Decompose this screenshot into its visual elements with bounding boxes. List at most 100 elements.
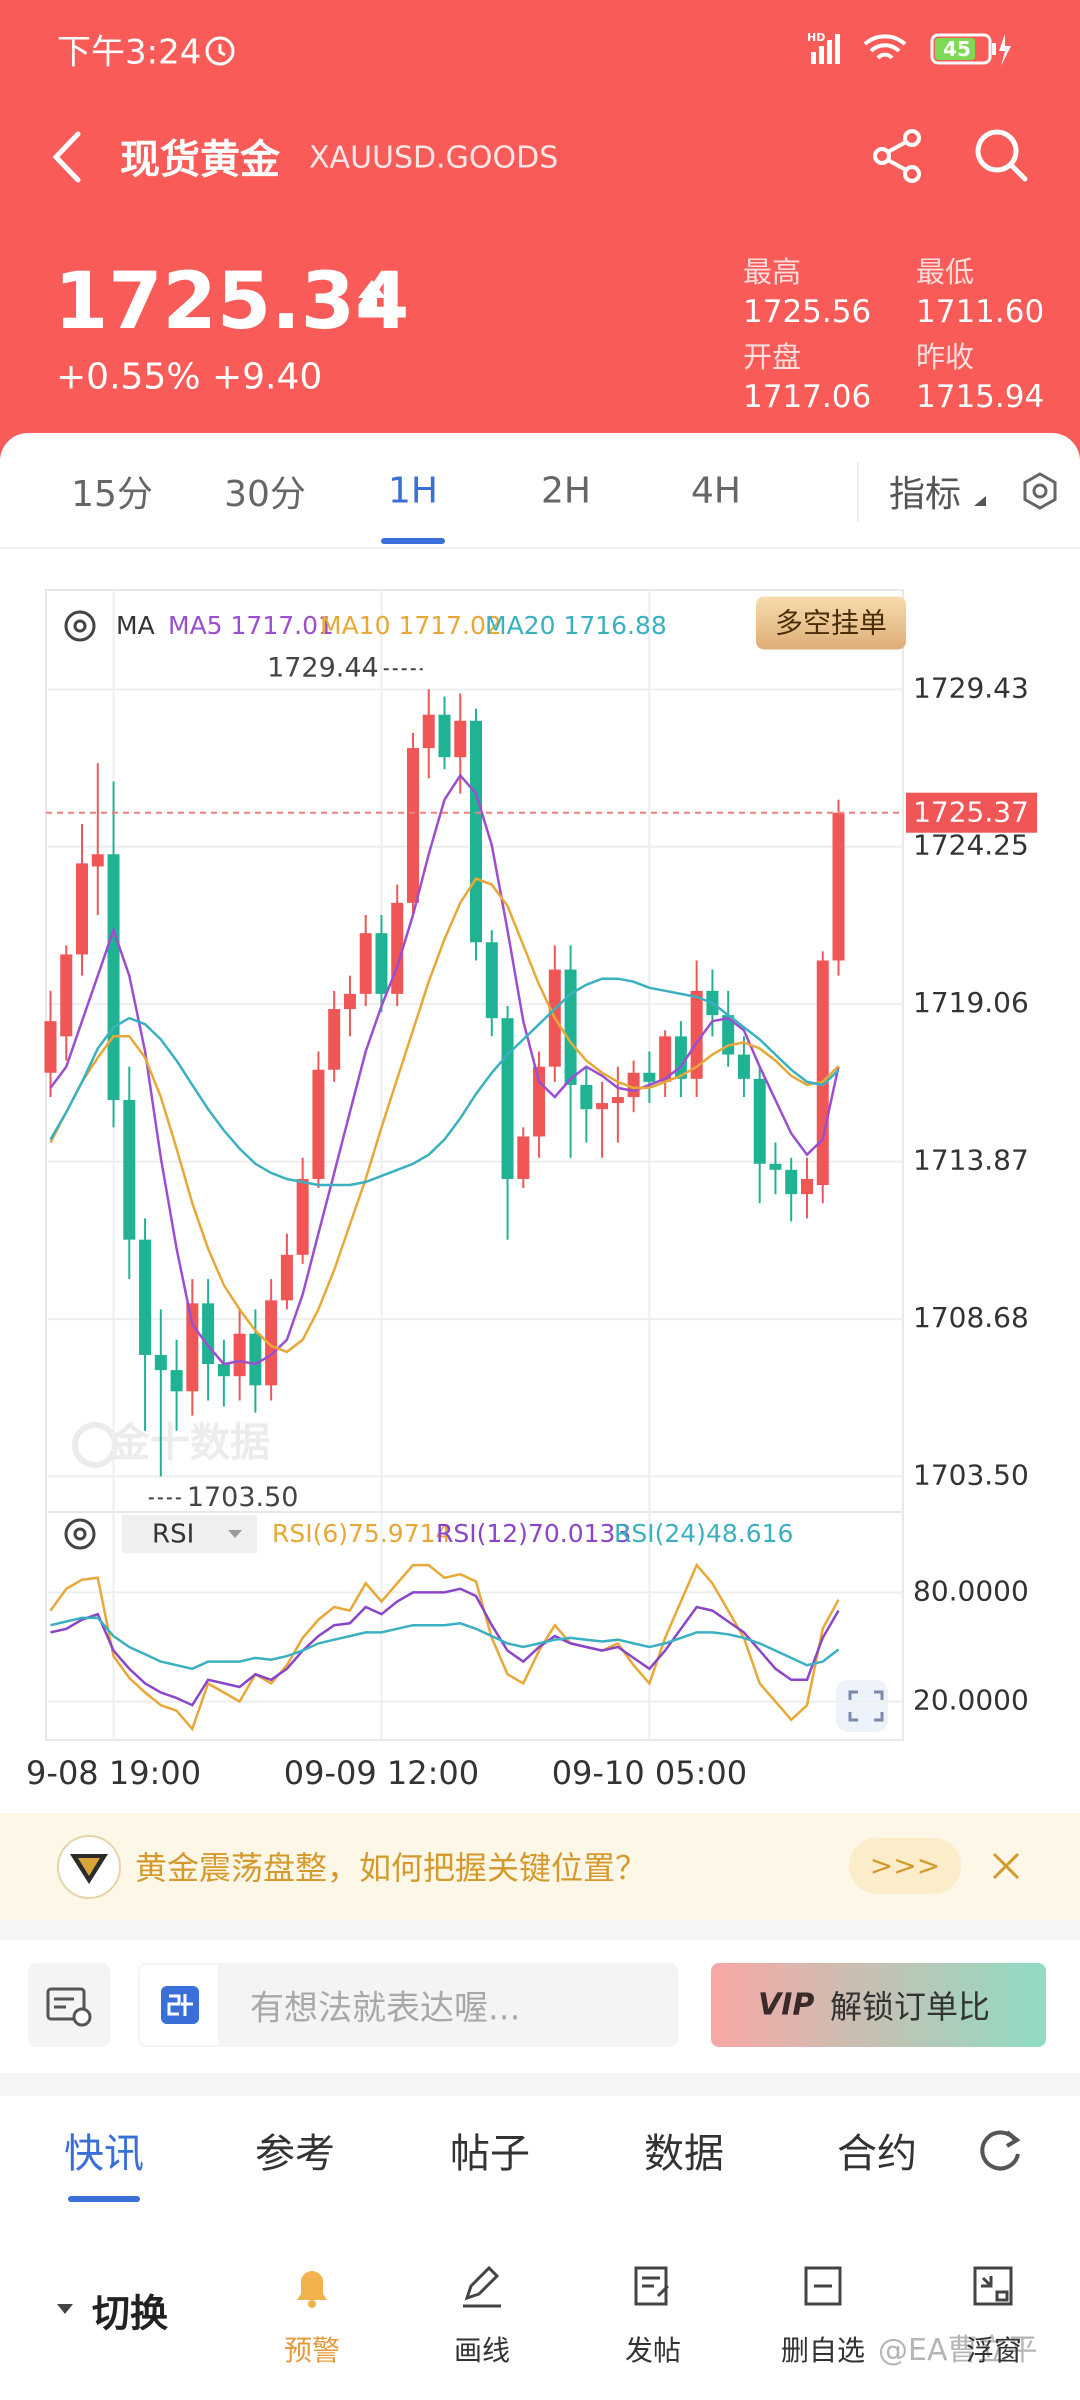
alarm-icon bbox=[205, 36, 235, 66]
candle-body bbox=[438, 714, 451, 758]
candle-body bbox=[280, 1254, 293, 1301]
stat-value: 1711.60 bbox=[916, 294, 1045, 330]
tool-icon[interactable] bbox=[969, 2262, 1019, 2312]
bell-clapper bbox=[308, 2300, 316, 2308]
battery-level: 45 bbox=[943, 37, 971, 61]
candle-body bbox=[753, 1078, 766, 1164]
tool-icon[interactable] bbox=[628, 2262, 678, 2312]
vip-button[interactable] bbox=[711, 1963, 1046, 2047]
tool-icon[interactable] bbox=[457, 2262, 507, 2312]
stat-value: 1715.94 bbox=[916, 379, 1045, 415]
credit: @EA曹立平 bbox=[878, 2333, 1038, 2368]
candle-body bbox=[60, 954, 73, 1037]
float bbox=[973, 2266, 1013, 2306]
banner-close[interactable] bbox=[990, 1850, 1022, 1882]
content-tab[interactable]: 数据 bbox=[644, 2131, 724, 2177]
tool-label[interactable]: 浮窗 bbox=[965, 2334, 1023, 2367]
vip-button-label: 解锁订单比 bbox=[830, 1988, 991, 2026]
tab-separator bbox=[857, 462, 859, 522]
ma-line bbox=[49, 773, 840, 1366]
record-icon bbox=[46, 1987, 92, 2027]
watermark-logo bbox=[72, 1422, 118, 1468]
content-tab[interactable]: 快讯 bbox=[64, 2131, 144, 2177]
x-tick-label: 09-09 12:00 bbox=[284, 1754, 479, 1792]
legend-entry: RSI(24)48.616 bbox=[614, 1519, 793, 1548]
share-button[interactable] bbox=[870, 128, 926, 184]
legend-value: 1717.02 bbox=[398, 611, 501, 640]
candle-body bbox=[564, 969, 577, 1085]
rsi-line bbox=[50, 1616, 840, 1671]
last-price: 1725.34 bbox=[54, 257, 410, 347]
y-tick-label: 1719.06 bbox=[913, 986, 1029, 1019]
legend-entry: MA5 1717.01 bbox=[168, 611, 334, 640]
gap bbox=[0, 2073, 1080, 2096]
indicator-menu[interactable]: 指标 bbox=[888, 474, 962, 515]
tool-icon[interactable] bbox=[798, 2262, 848, 2312]
refresh-button[interactable] bbox=[977, 2128, 1023, 2174]
chart-settings[interactable] bbox=[1020, 471, 1060, 511]
y-tick-label: 1703.50 bbox=[913, 1458, 1029, 1491]
fullscreen-button[interactable] bbox=[836, 1680, 888, 1732]
rsi-caret bbox=[228, 1530, 242, 1538]
candle-body bbox=[44, 1021, 57, 1073]
tool-icon[interactable] bbox=[287, 2262, 337, 2312]
candle-body bbox=[627, 1072, 640, 1098]
tool-label[interactable]: 画线 bbox=[453, 2334, 511, 2367]
y-tick-label: 1708.68 bbox=[913, 1301, 1029, 1334]
candle-body bbox=[422, 714, 435, 749]
candle-body bbox=[501, 1018, 514, 1179]
candle-body bbox=[832, 812, 845, 961]
svg-text:HD: HD bbox=[807, 31, 825, 44]
y-tick-label: 1724.25 bbox=[913, 829, 1029, 862]
candle-body bbox=[517, 1136, 530, 1179]
candle-body bbox=[91, 854, 104, 867]
legend-name: MA5 bbox=[168, 611, 223, 640]
low-label: 1703.50 bbox=[187, 1482, 299, 1513]
banner-more[interactable]: >>> bbox=[849, 1838, 961, 1894]
legend-value: 1716.88 bbox=[563, 611, 666, 640]
candle-body bbox=[406, 748, 419, 903]
y-tick-label: 20.0000 bbox=[913, 1684, 1029, 1717]
legend-value: 48.616 bbox=[706, 1519, 793, 1548]
legend-entry: RSI(6)75.9714 bbox=[272, 1519, 451, 1548]
search-button[interactable] bbox=[972, 126, 1030, 184]
period-tab[interactable]: 1H bbox=[388, 470, 438, 512]
comment-placeholder: 有想法就表达喔... bbox=[250, 1988, 521, 2029]
tool-label[interactable]: 删自选 bbox=[780, 2334, 866, 2367]
candle-body bbox=[123, 1100, 136, 1240]
candle-body bbox=[643, 1072, 656, 1082]
period-tab[interactable]: 4H bbox=[691, 470, 741, 512]
content-tab[interactable]: 帖子 bbox=[450, 2131, 530, 2177]
gap bbox=[0, 1920, 1080, 1940]
ma-settings-icon[interactable] bbox=[64, 610, 96, 642]
tab-underline bbox=[381, 538, 445, 544]
content-tab[interactable]: 参考 bbox=[255, 2131, 335, 2177]
content-card bbox=[0, 433, 1080, 2400]
legend-value: 75.9714 bbox=[348, 1519, 451, 1548]
candle-body bbox=[816, 960, 829, 1186]
legend-value: 1717.01 bbox=[231, 611, 334, 640]
switch-button[interactable]: 切换 bbox=[92, 2291, 169, 2336]
rsi-settings-icon[interactable] bbox=[64, 1518, 96, 1550]
rsi-line bbox=[49, 1562, 840, 1732]
period-tab[interactable]: 2H bbox=[541, 470, 591, 512]
period-tab[interactable]: 15分 bbox=[71, 474, 153, 515]
stat-label: 最低 bbox=[916, 255, 975, 289]
stat-label: 昨收 bbox=[916, 340, 975, 374]
tool-label[interactable]: 发帖 bbox=[624, 2334, 682, 2367]
candle-body bbox=[233, 1333, 246, 1377]
current-price-label: 1725.37 bbox=[913, 796, 1029, 829]
chart: 金十数据 MA RSI 1729.43 1724.25 1719.06 1713.87… bbox=[26, 589, 1037, 1792]
period-tab[interactable]: 30分 bbox=[224, 474, 306, 515]
record-button[interactable] bbox=[28, 1963, 110, 2047]
candle-body bbox=[737, 1054, 750, 1079]
tool-label[interactable]: 预警 bbox=[283, 2334, 341, 2367]
candle-body bbox=[202, 1303, 215, 1365]
candle-body bbox=[265, 1300, 278, 1386]
comment-input[interactable] bbox=[138, 1963, 678, 2047]
back-button[interactable] bbox=[50, 130, 86, 184]
order-button[interactable]: 多空挂单 bbox=[756, 596, 906, 650]
stat-label: 最高 bbox=[743, 255, 802, 289]
vip-badge: VIP bbox=[758, 1987, 815, 2023]
content-tab[interactable]: 合约 bbox=[837, 2131, 917, 2177]
